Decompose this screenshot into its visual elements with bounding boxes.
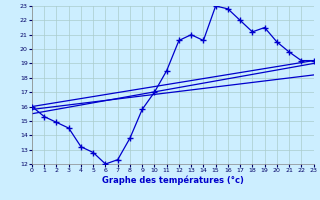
X-axis label: Graphe des températures (°c): Graphe des températures (°c) [102,176,244,185]
